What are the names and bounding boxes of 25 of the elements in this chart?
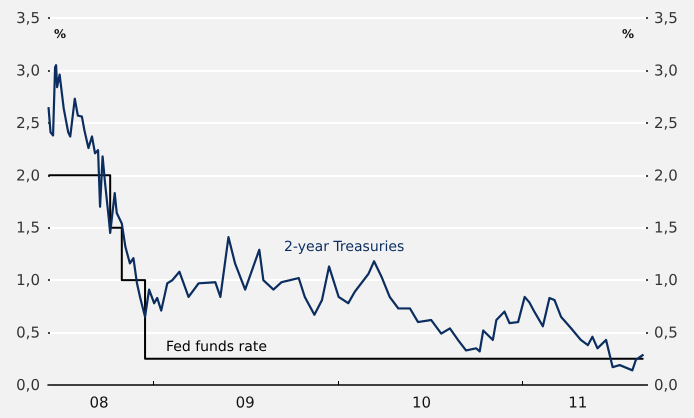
x-tick-label: 10 xyxy=(412,394,432,412)
x-tick-label: 09 xyxy=(236,394,255,412)
y-tick-label: 3,0 xyxy=(16,61,40,80)
line-series xyxy=(47,64,645,372)
y2-tick-label: 2,0 xyxy=(654,166,678,184)
x-tick-label: 08 xyxy=(90,394,109,412)
series-label: Fed funds rate xyxy=(166,339,267,355)
y2-tick-label: 1,0 xyxy=(654,271,678,290)
y-tick-label: 2,5 xyxy=(16,114,40,132)
y-tick-label: 0,0 xyxy=(16,376,40,394)
y2-tick-label: 2,5 xyxy=(654,114,678,132)
x-tick-label: 11 xyxy=(568,394,588,412)
y2-tick-label: 0,0 xyxy=(654,376,678,394)
y-axis-title: % xyxy=(54,27,66,41)
y-tick-label: 1,5 xyxy=(16,218,40,237)
y2-tick-label: 3,0 xyxy=(654,61,678,80)
y-tick-label: 3,5 xyxy=(16,9,40,27)
y-tick-label: 2,0 xyxy=(16,166,40,184)
y-tick-label: 1,0 xyxy=(16,271,40,290)
y2-tick-label: 3,5 xyxy=(654,9,678,27)
y-tick-label: 0,5 xyxy=(16,324,40,342)
y2-tick-label: 0,5 xyxy=(654,324,678,342)
series-label: 2-year Treasuries xyxy=(284,239,404,255)
y2-axis-title: % xyxy=(622,27,634,41)
y2-tick-label: 1,5 xyxy=(654,218,678,237)
